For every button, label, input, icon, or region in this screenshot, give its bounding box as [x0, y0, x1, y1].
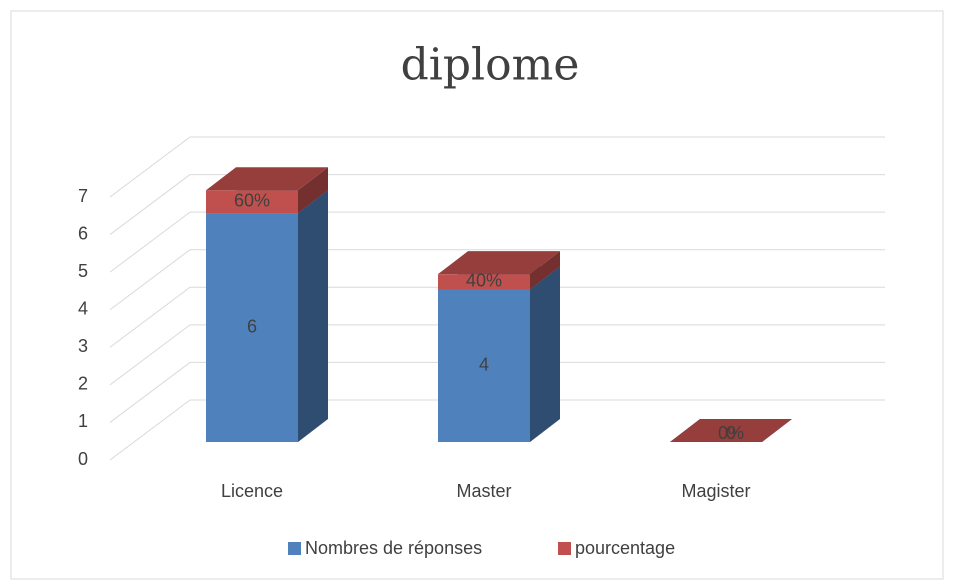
data-label: 0% — [718, 423, 744, 443]
chart-title: diplome — [401, 40, 580, 91]
bar-top — [206, 167, 328, 191]
grid-line — [109, 399, 191, 461]
bar-top — [438, 251, 560, 275]
grid-line — [109, 174, 191, 235]
data-label: 4 — [479, 354, 489, 374]
bar-front — [438, 274, 530, 290]
y-tick-label: 2 — [78, 374, 88, 394]
legend-swatch — [558, 542, 571, 555]
grid-line — [109, 136, 191, 198]
data-label: 6 — [247, 316, 257, 336]
bar-side — [298, 167, 328, 214]
grid-line — [109, 286, 191, 348]
data-label: 0 — [726, 423, 736, 443]
y-tick-label: 0 — [78, 449, 88, 469]
bar-front — [206, 190, 298, 214]
y-tick-label: 3 — [78, 336, 88, 356]
grid-line — [109, 324, 191, 386]
x-tick-label: Master — [456, 481, 511, 501]
x-tick-label: Magister — [681, 481, 750, 501]
data-label: 60% — [234, 190, 270, 210]
y-tick-label: 6 — [78, 223, 88, 243]
y-tick-label: 4 — [78, 298, 88, 318]
y-tick-label: 7 — [78, 186, 88, 206]
y-tick-label: 1 — [78, 411, 88, 431]
bar-side — [530, 251, 560, 290]
bar-side — [530, 266, 560, 442]
grid-line — [109, 249, 191, 311]
legend-swatch — [288, 542, 301, 555]
legend-label: Nombres de réponses — [305, 538, 482, 558]
x-tick-label: Licence — [221, 481, 283, 501]
grid-line — [109, 362, 191, 423]
grid-line — [109, 211, 191, 273]
data-label: 40% — [466, 271, 502, 291]
y-tick-label: 5 — [78, 261, 88, 281]
bar-front — [206, 213, 298, 442]
bar-side — [298, 190, 328, 442]
bar-front — [438, 289, 530, 442]
bar-top — [670, 419, 792, 442]
legend-label: pourcentage — [575, 538, 675, 558]
